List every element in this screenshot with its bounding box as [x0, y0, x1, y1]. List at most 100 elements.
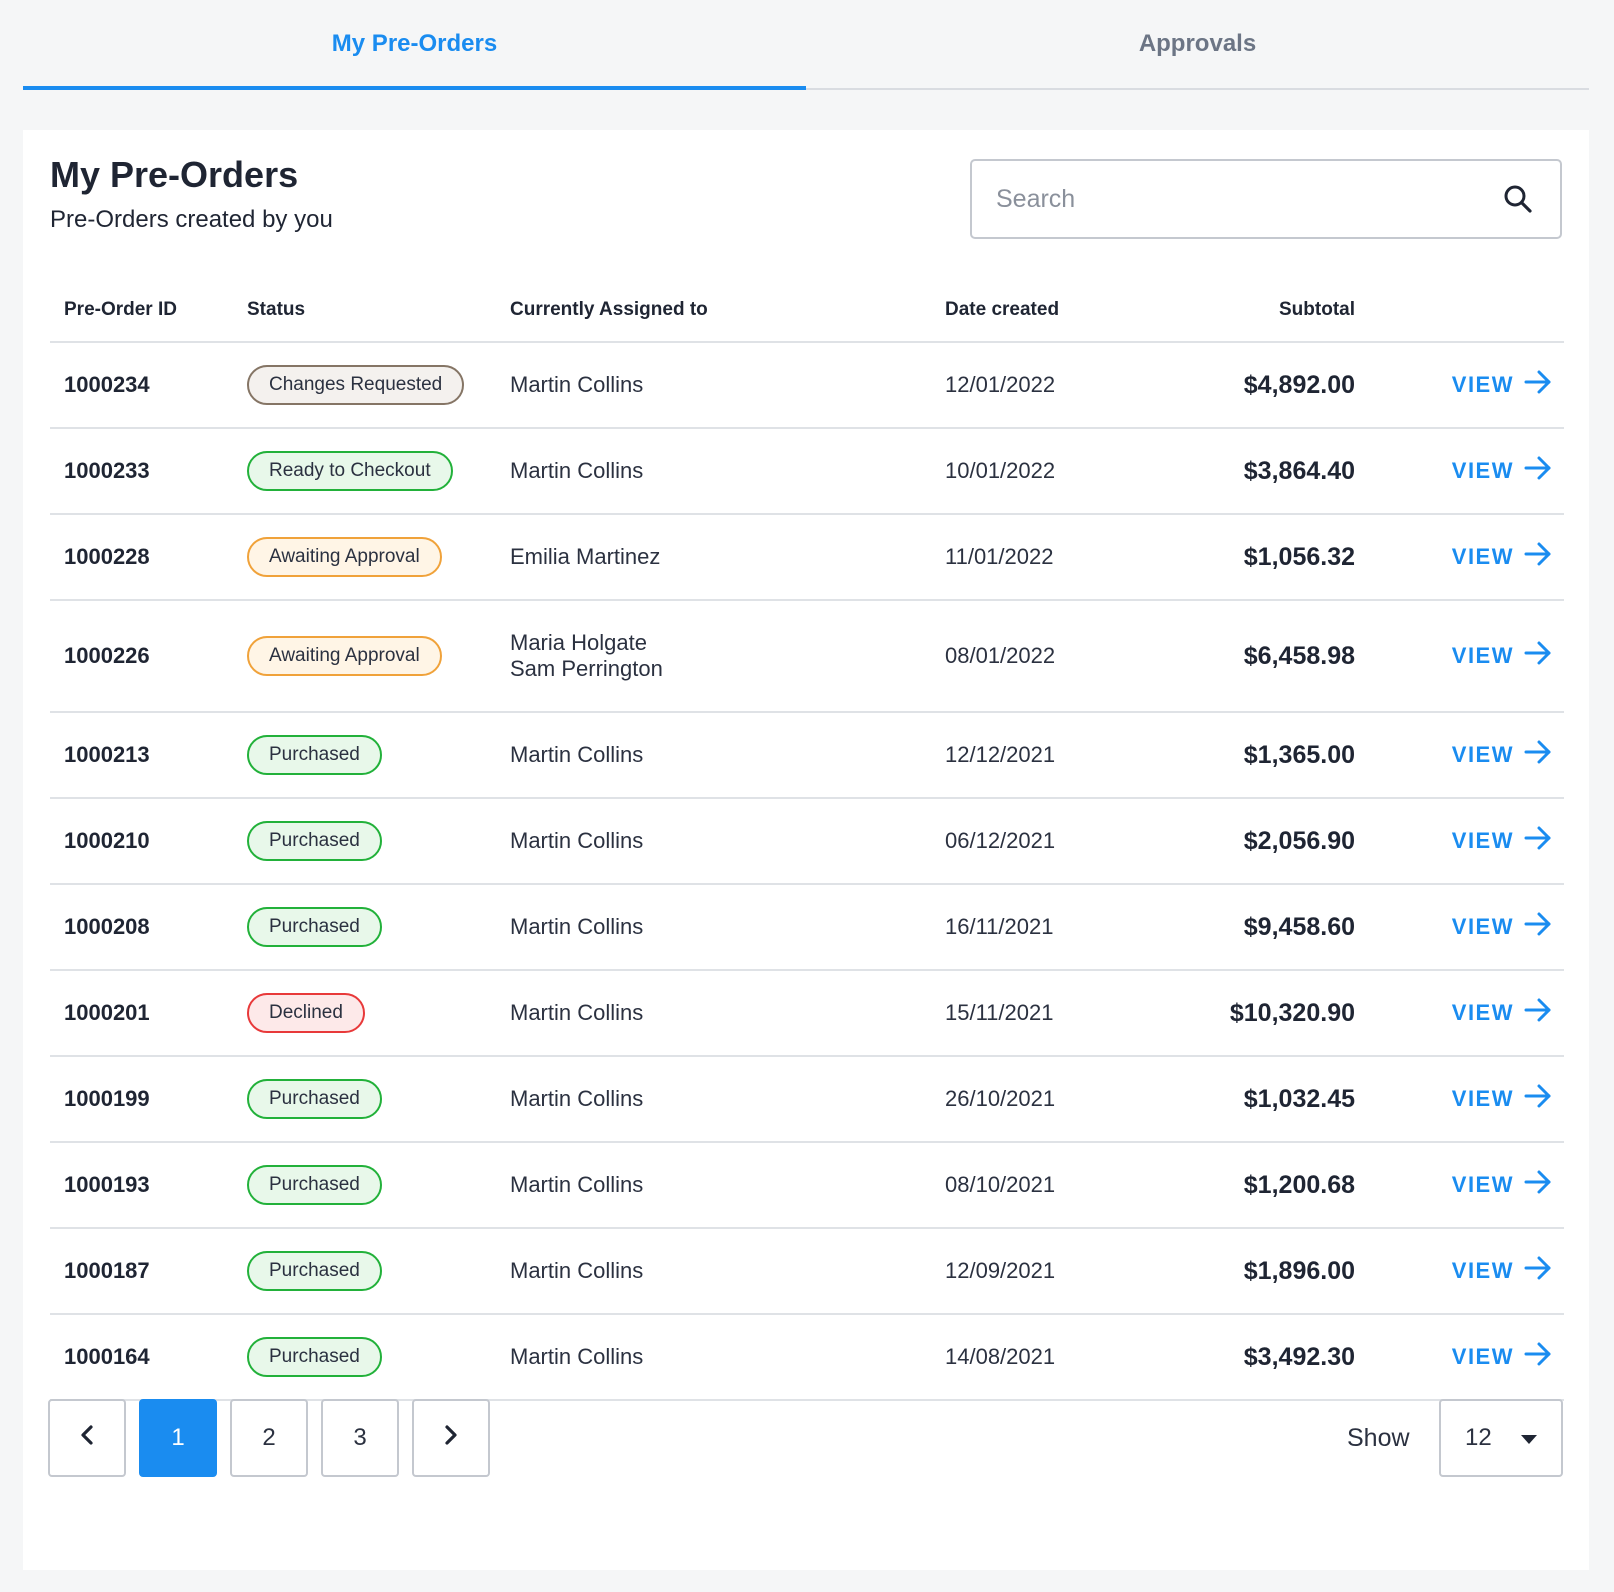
subtotal: $4,892.00 — [1170, 342, 1355, 429]
table-row: 1000213 Purchased Martin Collins 12/12/2021… — [50, 712, 1564, 799]
subtotal: $1,896.00 — [1170, 1228, 1355, 1315]
column-header-id: Pre-Order ID — [50, 278, 247, 343]
tab-my-pre-orders[interactable]: My Pre-Orders — [23, 0, 806, 90]
status-cell: Purchased — [247, 798, 510, 885]
column-header-date: Date created — [945, 278, 1170, 343]
arrow-right-icon — [1524, 1255, 1552, 1287]
view-button[interactable]: VIEW — [1452, 739, 1552, 771]
date-created: 08/01/2022 — [945, 600, 1170, 713]
search-input[interactable] — [996, 184, 1500, 214]
arrow-right-icon — [1524, 1083, 1552, 1115]
assignee-name: Sam Perrington — [510, 656, 663, 681]
assignee-name: Martin Collins — [510, 372, 644, 397]
subtotal: $1,032.45 — [1170, 1056, 1355, 1143]
tab-bar: My Pre-Orders Approvals — [23, 0, 1589, 90]
page-button-3[interactable]: 3 — [321, 1399, 399, 1477]
view-button[interactable]: VIEW — [1452, 997, 1552, 1029]
page-size-label: Show — [1347, 1424, 1410, 1452]
subtotal: $1,365.00 — [1170, 712, 1355, 799]
assignee-name: Martin Collins — [510, 828, 644, 853]
status-badge: Awaiting Approval — [247, 537, 442, 577]
pre-orders-table: Pre-Order ID Status Currently Assigned t… — [50, 278, 1564, 1401]
subtotal: $1,200.68 — [1170, 1142, 1355, 1229]
tab-approvals[interactable]: Approvals — [1138, 30, 1257, 57]
table-header-row: Pre-Order ID Status Currently Assigned t… — [50, 278, 1564, 343]
view-label: VIEW — [1451, 372, 1514, 397]
arrow-right-icon — [1524, 369, 1552, 401]
status-cell: Purchased — [247, 1314, 510, 1401]
view-button[interactable]: VIEW — [1452, 640, 1552, 672]
column-header-subtotal: Subtotal — [1170, 278, 1355, 343]
status-cell: Ready to Checkout — [247, 428, 510, 515]
view-cell: VIEW — [1355, 1228, 1564, 1315]
page-title: My Pre-Orders — [50, 154, 299, 195]
page-button-1[interactable]: 1 — [139, 1399, 217, 1477]
pre-order-id: 1000208 — [50, 884, 247, 971]
arrow-right-icon — [1524, 997, 1552, 1029]
assigned-cell: Martin Collins — [510, 1314, 945, 1401]
view-label: VIEW — [1451, 544, 1514, 569]
assignee-name: Maria Holgate — [510, 630, 647, 655]
table-body: 1000234 Changes Requested Martin Collins 12… — [50, 342, 1564, 1401]
status-cell: Purchased — [247, 1142, 510, 1229]
subtotal: $10,320.90 — [1170, 970, 1355, 1057]
view-button[interactable]: VIEW — [1452, 1169, 1552, 1201]
view-label: VIEW — [1451, 1086, 1514, 1111]
date-created: 06/12/2021 — [945, 798, 1170, 885]
search-icon[interactable] — [1500, 181, 1536, 217]
view-button[interactable]: VIEW — [1452, 1083, 1552, 1115]
table-row: 1000199 Purchased Martin Collins 26/10/2021… — [50, 1056, 1564, 1143]
view-button[interactable]: VIEW — [1452, 1255, 1552, 1287]
view-cell: VIEW — [1355, 1056, 1564, 1143]
page-size-select[interactable]: 12 — [1439, 1399, 1563, 1477]
status-badge: Purchased — [247, 907, 382, 947]
date-created: 10/01/2022 — [945, 428, 1170, 515]
status-badge: Purchased — [247, 735, 382, 775]
table-row: 1000228 Awaiting Approval Emilia Martinez 1… — [50, 514, 1564, 601]
view-button[interactable]: VIEW — [1452, 541, 1552, 573]
view-label: VIEW — [1451, 643, 1514, 668]
view-button[interactable]: VIEW — [1452, 911, 1552, 943]
status-badge: Purchased — [247, 1337, 382, 1377]
view-button[interactable]: VIEW — [1452, 369, 1552, 401]
next-page-button[interactable] — [412, 1399, 490, 1477]
page-button-2[interactable]: 2 — [230, 1399, 308, 1477]
status-badge: Changes Requested — [247, 365, 465, 405]
assignee-name: Martin Collins — [510, 1086, 644, 1111]
view-cell: VIEW — [1355, 1314, 1564, 1401]
view-cell: VIEW — [1355, 514, 1564, 601]
arrow-right-icon — [1524, 541, 1552, 573]
page-subtitle: Pre-Orders created by you — [50, 206, 333, 233]
view-label: VIEW — [1451, 914, 1514, 939]
view-button[interactable]: VIEW — [1452, 1341, 1552, 1373]
table-row: 1000164 Purchased Martin Collins 14/08/2021… — [50, 1314, 1564, 1401]
table-row: 1000210 Purchased Martin Collins 06/12/2021… — [50, 798, 1564, 885]
assigned-cell: Martin Collins — [510, 884, 945, 971]
view-button[interactable]: VIEW — [1452, 455, 1552, 487]
arrow-right-icon — [1524, 640, 1552, 672]
status-badge: Purchased — [247, 821, 382, 861]
pre-order-id: 1000234 — [50, 342, 247, 429]
pre-order-id: 1000201 — [50, 970, 247, 1057]
arrow-right-icon — [1524, 455, 1552, 487]
table-row: 1000233 Ready to Checkout Martin Collins 10… — [50, 428, 1564, 515]
date-created: 12/09/2021 — [945, 1228, 1170, 1315]
view-label: VIEW — [1451, 742, 1514, 767]
assignee-name: Martin Collins — [510, 914, 644, 939]
arrow-right-icon — [1524, 739, 1552, 771]
column-header-status: Status — [247, 278, 510, 343]
assigned-cell: Martin Collins — [510, 428, 945, 515]
view-button[interactable]: VIEW — [1452, 825, 1552, 857]
view-label: VIEW — [1451, 1344, 1514, 1369]
view-cell: VIEW — [1355, 342, 1564, 429]
subtotal: $9,458.60 — [1170, 884, 1355, 971]
pre-order-id: 1000187 — [50, 1228, 247, 1315]
view-label: VIEW — [1451, 458, 1514, 483]
date-created: 11/01/2022 — [945, 514, 1170, 601]
view-cell: VIEW — [1355, 970, 1564, 1057]
prev-page-button[interactable] — [48, 1399, 126, 1477]
date-created: 12/01/2022 — [945, 342, 1170, 429]
assignee-name: Martin Collins — [510, 1258, 644, 1283]
status-badge: Purchased — [247, 1079, 382, 1119]
subtotal: $3,492.30 — [1170, 1314, 1355, 1401]
